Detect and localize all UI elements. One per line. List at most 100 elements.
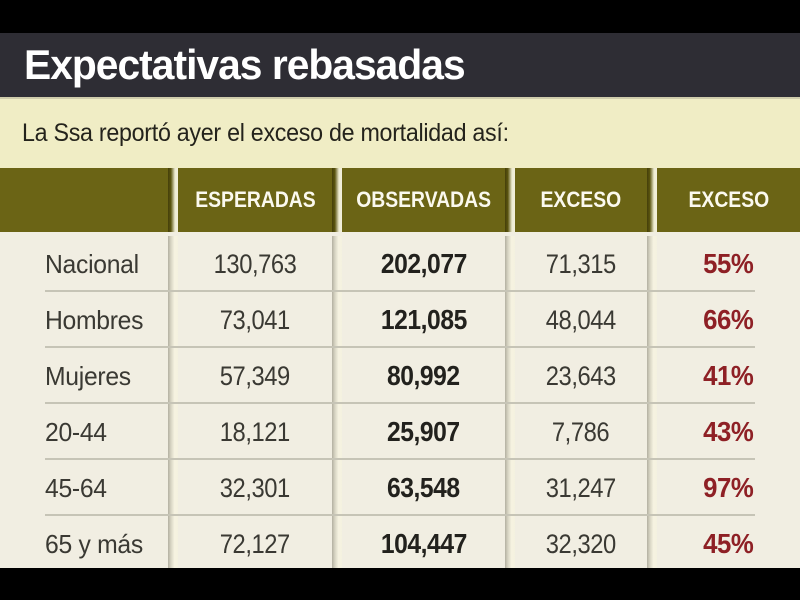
esperadas-value: 72,127 <box>219 528 291 559</box>
row-divider <box>45 346 755 348</box>
esperadas-value: 73,041 <box>219 304 291 335</box>
exceso-value: 31,247 <box>545 472 617 503</box>
exceso-pct-cell: 55% <box>657 236 800 292</box>
subtitle-text: La Ssa reportó ayer el exceso de mortali… <box>22 119 509 147</box>
column-gap <box>647 460 657 516</box>
column-gap <box>332 460 342 516</box>
column-gap <box>505 348 515 404</box>
exceso-cell: 7,786 <box>515 404 647 460</box>
observadas-cell: 80,992 <box>342 348 505 404</box>
title-bar: Expectativas rebasadas <box>0 33 800 97</box>
exceso-pct-value: 45% <box>703 528 754 559</box>
column-gap <box>168 516 178 568</box>
page-title: Expectativas rebasadas <box>24 41 466 88</box>
subtitle-bar: La Ssa reportó ayer el exceso de mortali… <box>0 97 800 168</box>
exceso-cell: 48,044 <box>515 292 647 348</box>
observadas-cell: 202,077 <box>342 236 505 292</box>
exceso-pct-cell: 45% <box>657 516 800 568</box>
observadas-cell: 63,548 <box>342 460 505 516</box>
row-label: Hombres <box>45 304 144 335</box>
table-row-45-64: 45-64 32,301 63,548 31,247 97% <box>0 460 800 516</box>
esperadas-cell: 72,127 <box>178 516 332 568</box>
column-gap <box>505 236 515 292</box>
esperadas-cell: 73,041 <box>178 292 332 348</box>
esperadas-cell: 32,301 <box>178 460 332 516</box>
column-header-exceso-pct: EXCESO <box>657 168 800 232</box>
exceso-cell: 32,320 <box>515 516 647 568</box>
exceso-pct-value: 55% <box>703 248 754 279</box>
table-row-hombres: Hombres 73,041 121,085 48,044 66% <box>0 292 800 348</box>
esperadas-value: 57,349 <box>219 360 291 391</box>
column-gap <box>505 460 515 516</box>
row-label: Nacional <box>45 248 139 279</box>
column-header-exceso-text: EXCESO <box>540 187 622 212</box>
observadas-cell: 121,085 <box>342 292 505 348</box>
row-label-cell: Mujeres <box>0 348 168 404</box>
row-label-cell: 45-64 <box>0 460 168 516</box>
esperadas-value: 130,763 <box>213 248 297 279</box>
header-column-gap <box>168 168 178 232</box>
exceso-pct-cell: 66% <box>657 292 800 348</box>
exceso-cell: 23,643 <box>515 348 647 404</box>
column-gap <box>168 404 178 460</box>
row-divider <box>45 514 755 516</box>
table-body: Nacional 130,763 202,077 71,315 55% Homb… <box>0 232 800 568</box>
column-header-exceso-pct-text: EXCESO <box>688 187 769 212</box>
column-gap <box>505 516 515 568</box>
exceso-value: 71,315 <box>545 248 617 279</box>
row-label: Mujeres <box>45 360 131 391</box>
observadas-cell: 104,447 <box>342 516 505 568</box>
exceso-value: 7,786 <box>552 416 610 447</box>
column-header-observadas: OBSERVADAS <box>342 168 505 232</box>
observadas-value: 121,085 <box>380 304 467 335</box>
column-gap <box>647 292 657 348</box>
column-gap <box>647 236 657 292</box>
row-divider <box>45 402 755 404</box>
bottom-black-bar <box>0 568 800 600</box>
column-header-esperadas-text: ESPERADAS <box>194 187 316 212</box>
exceso-value: 32,320 <box>545 528 617 559</box>
exceso-pct-cell: 97% <box>657 460 800 516</box>
column-gap <box>332 292 342 348</box>
row-label-cell: 65 y más <box>0 516 168 568</box>
column-header-labels <box>0 168 168 232</box>
observadas-value: 104,447 <box>380 528 467 559</box>
row-label: 20-44 <box>45 416 107 447</box>
exceso-cell: 71,315 <box>515 236 647 292</box>
column-gap <box>332 404 342 460</box>
row-label-cell: 20-44 <box>0 404 168 460</box>
esperadas-cell: 130,763 <box>178 236 332 292</box>
table-row-65-y-mas: 65 y más 72,127 104,447 32,320 45% <box>0 516 800 568</box>
exceso-value: 48,044 <box>545 304 617 335</box>
column-header-observadas-text: OBSERVADAS <box>356 187 491 212</box>
exceso-pct-cell: 41% <box>657 348 800 404</box>
exceso-pct-value: 41% <box>703 360 754 391</box>
column-gap <box>332 236 342 292</box>
column-gap <box>647 516 657 568</box>
header-column-gap <box>332 168 342 232</box>
column-gap <box>168 348 178 404</box>
observadas-value: 202,077 <box>380 248 467 279</box>
header-column-gap <box>647 168 657 232</box>
column-gap <box>647 404 657 460</box>
exceso-pct-cell: 43% <box>657 404 800 460</box>
table-header-row: ESPERADAS OBSERVADAS EXCESO EXCESO <box>0 168 800 232</box>
column-gap <box>332 516 342 568</box>
column-gap <box>647 348 657 404</box>
row-label: 45-64 <box>45 472 107 503</box>
exceso-cell: 31,247 <box>515 460 647 516</box>
column-gap <box>168 292 178 348</box>
table-row-20-44: 20-44 18,121 25,907 7,786 43% <box>0 404 800 460</box>
column-header-esperadas: ESPERADAS <box>178 168 332 232</box>
header-column-gap <box>505 168 515 232</box>
exceso-value: 23,643 <box>545 360 617 391</box>
exceso-pct-value: 43% <box>703 416 754 447</box>
column-gap <box>505 292 515 348</box>
column-gap <box>168 236 178 292</box>
table-row-nacional: Nacional 130,763 202,077 71,315 55% <box>0 236 800 292</box>
row-divider <box>45 458 755 460</box>
row-divider <box>45 290 755 292</box>
column-header-exceso: EXCESO <box>515 168 647 232</box>
